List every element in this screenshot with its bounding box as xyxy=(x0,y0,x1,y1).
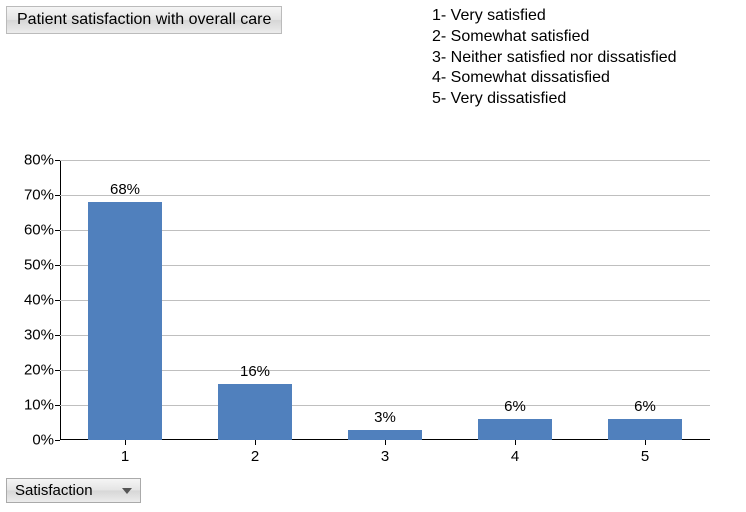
y-tick-label: 70% xyxy=(24,187,54,204)
bar-value-label: 68% xyxy=(110,181,140,202)
bar xyxy=(478,419,552,440)
x-tick-mark xyxy=(125,440,126,445)
legend-item: 1- Very satisfied xyxy=(432,6,677,27)
bar-chart: 0%10%20%30%40%50%60%70%80%68%116%23%36%4… xyxy=(60,160,710,440)
bar xyxy=(348,430,422,441)
chart-title-box: Patient satisfaction with overall care xyxy=(6,6,282,34)
x-tick-label: 1 xyxy=(121,448,129,465)
x-tick-mark xyxy=(515,440,516,445)
bar xyxy=(88,202,162,440)
legend-item: 4- Somewhat dissatisfied xyxy=(432,68,677,89)
gridline xyxy=(60,195,710,196)
legend-item: 2- Somewhat satisfied xyxy=(432,27,677,48)
y-tick-label: 50% xyxy=(24,257,54,274)
y-tick-mark xyxy=(55,195,60,196)
bar-value-label: 6% xyxy=(504,398,526,419)
y-tick-label: 10% xyxy=(24,397,54,414)
bar xyxy=(218,384,292,440)
x-tick-label: 4 xyxy=(511,448,519,465)
legend-item: 5- Very dissatisfied xyxy=(432,89,677,110)
bar-value-label: 16% xyxy=(240,363,270,384)
x-tick-label: 3 xyxy=(381,448,389,465)
y-tick-mark xyxy=(55,335,60,336)
bar-value-label: 6% xyxy=(634,398,656,419)
y-tick-mark xyxy=(55,370,60,371)
legend: 1- Very satisfied2- Somewhat satisfied3-… xyxy=(432,6,677,110)
satisfaction-dropdown[interactable]: Satisfaction xyxy=(6,478,141,503)
y-tick-mark xyxy=(55,405,60,406)
y-tick-label: 80% xyxy=(24,152,54,169)
dropdown-selected-label: Satisfaction xyxy=(15,482,93,499)
chart-title: Patient satisfaction with overall care xyxy=(17,11,271,28)
y-tick-mark xyxy=(55,300,60,301)
y-tick-label: 40% xyxy=(24,292,54,309)
y-tick-mark xyxy=(55,440,60,441)
chevron-down-icon xyxy=(122,488,132,494)
y-tick-mark xyxy=(55,160,60,161)
plot-area: 0%10%20%30%40%50%60%70%80%68%116%23%36%4… xyxy=(60,160,710,440)
legend-item: 3- Neither satisfied nor dissatisfied xyxy=(432,48,677,69)
x-tick-mark xyxy=(385,440,386,445)
y-tick-mark xyxy=(55,265,60,266)
x-tick-label: 2 xyxy=(251,448,259,465)
x-tick-mark xyxy=(255,440,256,445)
y-tick-mark xyxy=(55,230,60,231)
bar xyxy=(608,419,682,440)
y-tick-label: 60% xyxy=(24,222,54,239)
y-tick-label: 20% xyxy=(24,362,54,379)
x-tick-label: 5 xyxy=(641,448,649,465)
y-tick-label: 30% xyxy=(24,327,54,344)
gridline xyxy=(60,160,710,161)
bar-value-label: 3% xyxy=(374,409,396,430)
x-tick-mark xyxy=(645,440,646,445)
y-tick-label: 0% xyxy=(32,432,54,449)
